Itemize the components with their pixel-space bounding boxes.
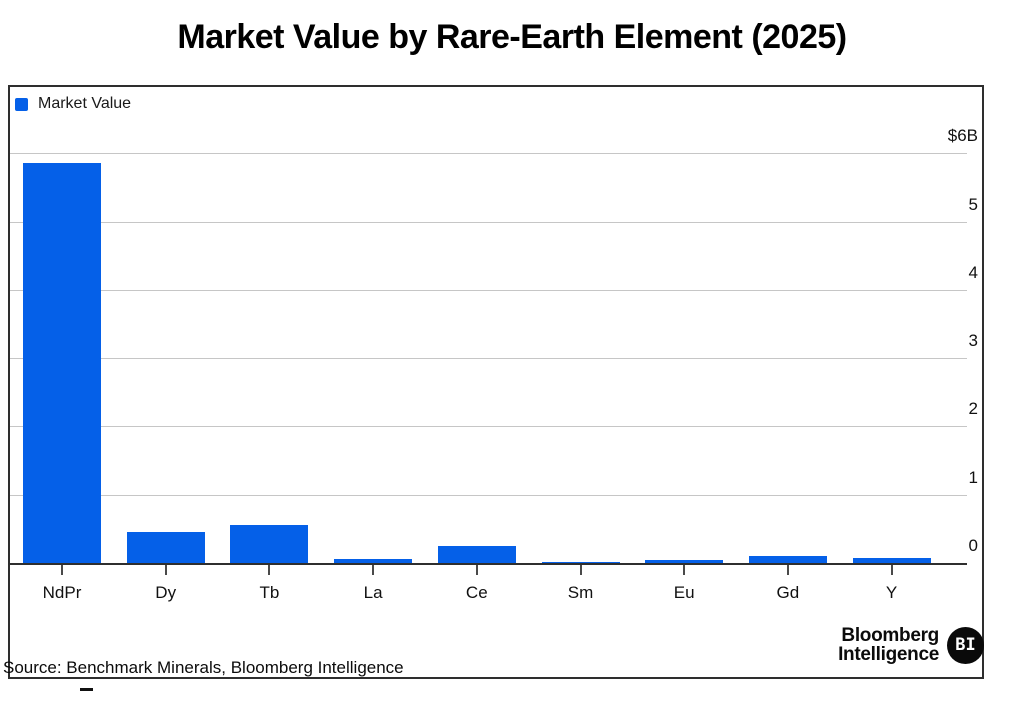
bar-Gd	[748, 556, 827, 563]
x-axis-tick	[475, 565, 478, 575]
brand-wordmark: Bloomberg Intelligence	[838, 626, 939, 664]
x-axis-tick-label: Gd	[776, 583, 800, 602]
brand-line1: Bloomberg	[841, 625, 939, 646]
bar-Ce	[437, 545, 516, 563]
x-axis-tick	[890, 565, 893, 575]
x-axis-tick	[579, 565, 582, 575]
brand-logo: Bloomberg Intelligence BI	[838, 626, 984, 664]
bar-Y	[852, 558, 931, 563]
legend: Market Value	[15, 95, 131, 113]
bar-Eu	[645, 560, 724, 563]
legend-label: Market Value	[38, 95, 132, 112]
x-axis-tick	[786, 565, 789, 575]
bar-Dy	[126, 532, 205, 563]
chart-frame: 0 1 2 3 4 5 $6B NdPr Dy Tb La Ce Sm Eu Gd Y Market Valu…	[8, 85, 984, 679]
chart-title: Market Value by Rare-Earth Element (2025…	[177, 18, 847, 56]
gridline-y3	[10, 358, 967, 360]
bi-badge-icon: BI	[947, 626, 984, 664]
x-axis-tick-label: Y	[885, 583, 898, 602]
x-axis-tick-label: Eu	[673, 583, 695, 602]
y-axis-tick-label: 5	[968, 194, 978, 214]
y-axis-tick-label: 4	[968, 262, 978, 282]
y-axis-tick-label: $6B	[947, 126, 978, 146]
stray-dash-mark	[80, 688, 93, 691]
x-axis-tick	[268, 565, 271, 575]
x-axis-tick-label: Tb	[259, 583, 280, 602]
gridline-y2	[10, 426, 967, 428]
legend-swatch-icon	[15, 97, 28, 111]
y-axis-tick-label: 3	[968, 331, 978, 351]
x-axis-tick-label: Ce	[465, 583, 488, 602]
source-text: Source: Benchmark Minerals, Bloomberg In…	[3, 658, 404, 677]
x-axis-tick	[683, 565, 686, 575]
x-axis-line	[10, 563, 967, 565]
x-axis-tick	[61, 565, 63, 575]
y-axis-tick-label: 2	[968, 399, 978, 419]
brand-line2: Intelligence	[838, 644, 939, 665]
y-axis-tick-label: 1	[968, 467, 978, 487]
y-axis-tick-label: 0	[968, 536, 978, 555]
gridline-y1	[10, 494, 967, 496]
bar-NdPr	[23, 163, 101, 563]
x-axis-tick	[164, 565, 167, 575]
plot-area: 0 1 2 3 4 5 $6B NdPr Dy Tb La Ce Sm Eu Gd Y	[10, 87, 982, 677]
x-axis-tick-label: Dy	[155, 583, 177, 602]
bar-Tb	[230, 525, 309, 563]
x-axis-tick-label: La	[363, 583, 383, 602]
x-axis-tick	[372, 565, 375, 575]
gridline-y5	[10, 221, 967, 223]
bar-Sm	[541, 561, 620, 563]
gridline-y6	[10, 153, 967, 155]
x-axis-tick-label: NdPr	[42, 583, 82, 602]
gridline-y4	[10, 289, 967, 291]
bar-La	[334, 558, 413, 563]
x-axis-tick-label: Sm	[567, 583, 594, 602]
